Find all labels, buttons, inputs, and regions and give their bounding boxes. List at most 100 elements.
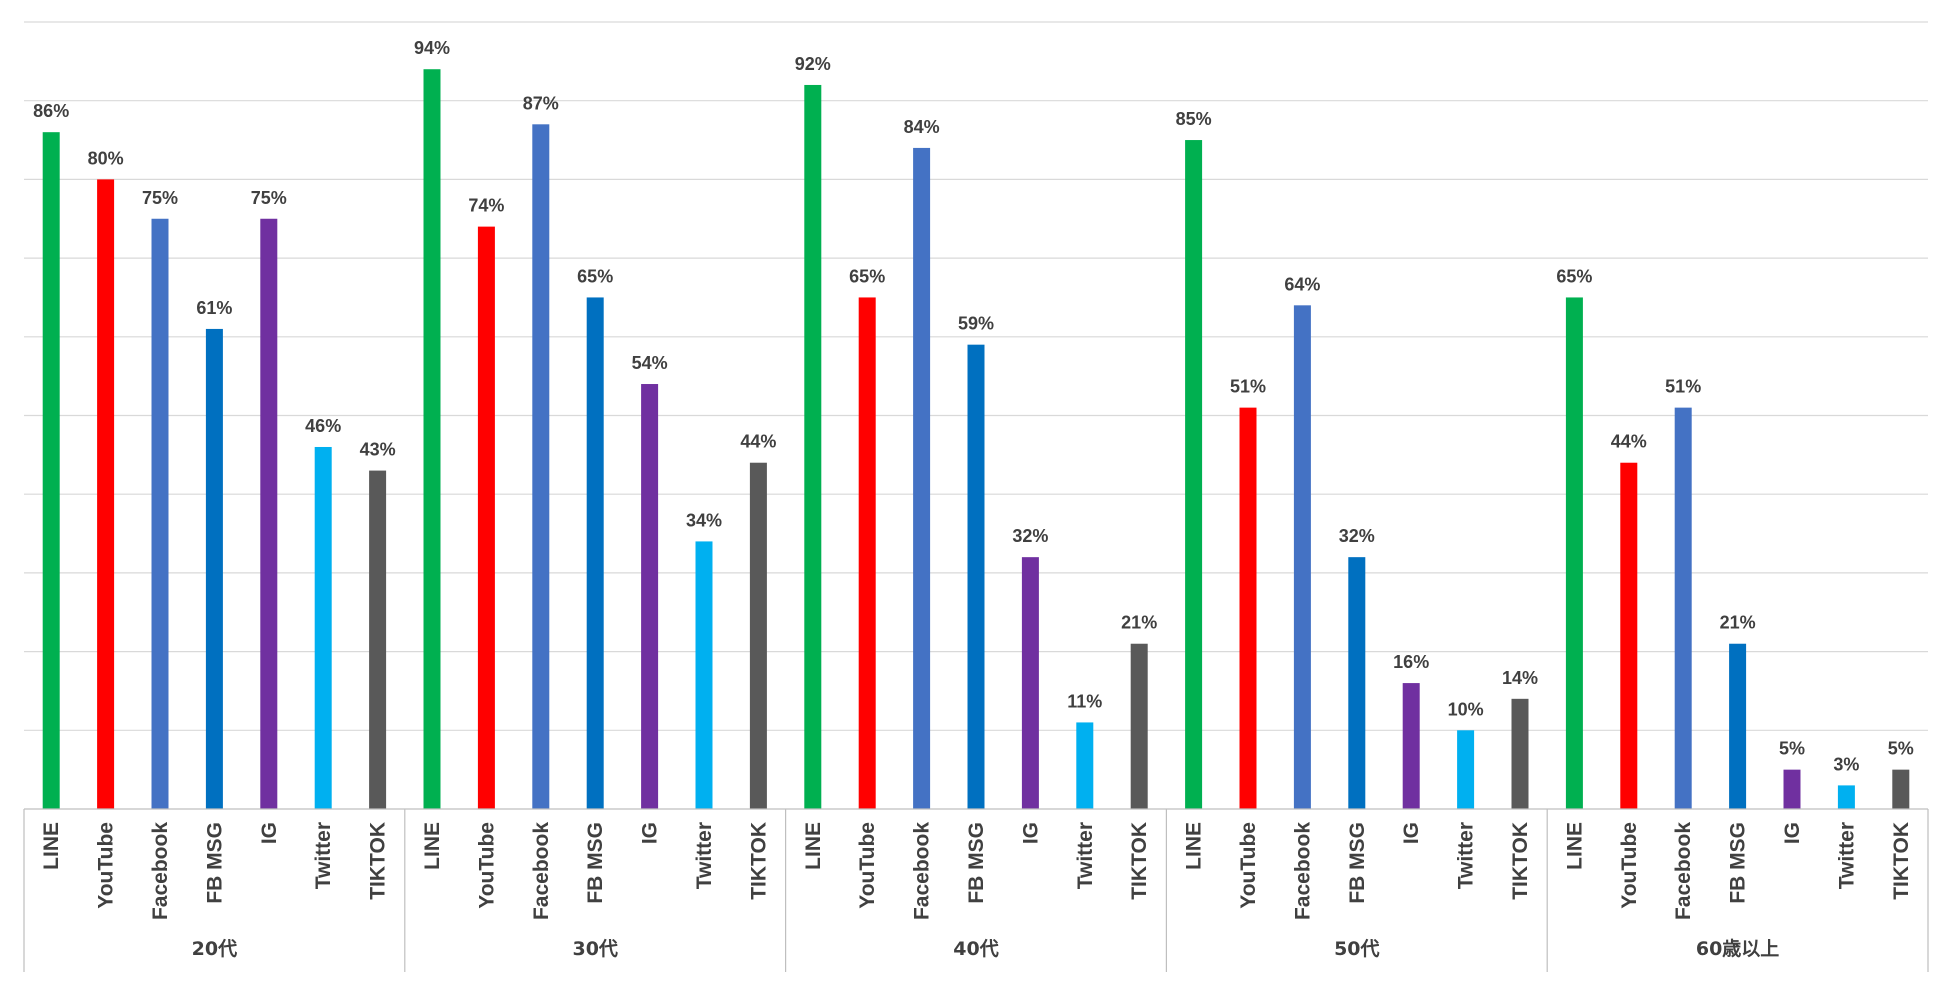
tick-label: Twitter bbox=[1074, 822, 1097, 889]
tick-label: LINE bbox=[1563, 822, 1586, 870]
bar-ig bbox=[641, 384, 659, 809]
tick-label: IG bbox=[258, 822, 281, 844]
tick-label: Twitter bbox=[1835, 822, 1858, 889]
bar-youtube bbox=[1239, 407, 1257, 809]
tick-label: Twitter bbox=[693, 822, 716, 889]
data-label: 16% bbox=[1393, 652, 1429, 672]
data-label: 32% bbox=[1339, 526, 1375, 546]
data-label: 54% bbox=[632, 353, 668, 373]
tick-label: YouTube bbox=[475, 822, 498, 909]
data-label: 65% bbox=[849, 266, 885, 286]
tick-label: Facebook bbox=[1672, 822, 1695, 920]
data-label: 3% bbox=[1833, 754, 1859, 774]
group-label: 60歳以上 bbox=[1696, 938, 1779, 960]
data-label: 92% bbox=[795, 54, 831, 74]
bar-tiktok bbox=[369, 470, 387, 809]
tick-label: LINE bbox=[40, 822, 63, 870]
bar-tiktok bbox=[1130, 643, 1148, 809]
data-label: 46% bbox=[305, 416, 341, 436]
bar-tiktok bbox=[1511, 698, 1529, 809]
group-label: 50代 bbox=[1334, 938, 1379, 960]
bar-youtube bbox=[858, 297, 876, 809]
data-label: 34% bbox=[686, 510, 722, 530]
tick-label: Twitter bbox=[1455, 822, 1478, 889]
tick-label: FB MSG bbox=[1727, 822, 1750, 904]
data-label: 5% bbox=[1888, 739, 1914, 759]
tick-label: Twitter bbox=[312, 822, 335, 889]
data-label: 75% bbox=[251, 188, 287, 208]
bar-tiktok bbox=[749, 462, 767, 809]
tick-label: Facebook bbox=[149, 822, 172, 920]
tick-label: Facebook bbox=[911, 822, 934, 920]
bar-youtube bbox=[97, 179, 115, 809]
bar-line bbox=[1185, 140, 1203, 810]
data-label: 94% bbox=[414, 38, 450, 58]
bar-facebook bbox=[1293, 305, 1311, 809]
tick-label: FB MSG bbox=[584, 822, 607, 904]
data-label: 32% bbox=[1012, 526, 1048, 546]
bar-line bbox=[804, 84, 822, 809]
bar-fb-msg bbox=[1729, 643, 1747, 809]
tick-label: IG bbox=[1400, 822, 1423, 844]
tick-label: TIKTOK bbox=[747, 822, 770, 900]
data-label: 21% bbox=[1720, 613, 1756, 633]
data-label: 74% bbox=[468, 196, 504, 216]
data-label: 11% bbox=[1067, 691, 1102, 711]
tick-label: YouTube bbox=[1237, 822, 1260, 909]
bar-ig bbox=[1021, 557, 1039, 809]
tick-label: FB MSG bbox=[1346, 822, 1369, 904]
group-label: 30代 bbox=[572, 938, 617, 960]
data-labels: 86% 80% 75% 61% 75% 46% 43% 94% 74% 87% 65% 54% 34% 4… bbox=[33, 38, 1914, 774]
data-label: 86% bbox=[33, 101, 69, 121]
bar-ig bbox=[1402, 683, 1420, 809]
tick-label: FB MSG bbox=[965, 822, 988, 904]
tick-label: Facebook bbox=[530, 822, 553, 920]
tick-label: IG bbox=[1019, 822, 1042, 844]
data-label: 51% bbox=[1665, 377, 1701, 397]
bar-fb-msg bbox=[967, 344, 985, 809]
bar-twitter bbox=[695, 541, 713, 809]
bar-twitter bbox=[314, 446, 332, 809]
bar-twitter bbox=[1076, 722, 1094, 809]
tick-label: TIKTOK bbox=[1128, 822, 1151, 900]
tick-label: IG bbox=[1781, 822, 1804, 844]
group-label: 20代 bbox=[192, 938, 237, 960]
bar-facebook bbox=[151, 218, 169, 809]
data-label: 80% bbox=[88, 148, 124, 168]
data-label: 21% bbox=[1121, 613, 1157, 633]
bar-twitter bbox=[1837, 785, 1855, 809]
bar-fb-msg bbox=[205, 328, 223, 809]
tick-label: Facebook bbox=[1291, 822, 1314, 920]
tick-label: TIKTOK bbox=[1890, 822, 1913, 900]
data-label: 51% bbox=[1230, 377, 1266, 397]
data-label: 44% bbox=[1611, 432, 1647, 452]
data-label: 14% bbox=[1502, 668, 1538, 688]
tick-label: TIKTOK bbox=[1509, 822, 1532, 900]
bar-line bbox=[1565, 297, 1583, 809]
group-label: 40代 bbox=[953, 938, 998, 960]
bar-facebook bbox=[1674, 407, 1692, 809]
tick-label: LINE bbox=[802, 822, 825, 870]
category-axis: 20代 LINE YouTube Facebook FB MSG IG Twitter TIK… bbox=[23, 808, 1929, 972]
bar-line bbox=[42, 132, 60, 809]
data-label: 65% bbox=[1556, 266, 1592, 286]
bar-fb-msg bbox=[1348, 557, 1366, 809]
tick-label: YouTube bbox=[95, 822, 118, 909]
bar-ig bbox=[260, 218, 278, 809]
data-label: 43% bbox=[360, 440, 396, 460]
data-label: 44% bbox=[740, 432, 776, 452]
tick-label: LINE bbox=[421, 822, 444, 870]
bar-line bbox=[423, 69, 441, 810]
data-label: 64% bbox=[1284, 274, 1320, 294]
tick-label: TIKTOK bbox=[367, 822, 390, 900]
data-label: 87% bbox=[523, 93, 559, 113]
bar-youtube bbox=[477, 226, 495, 809]
data-label: 84% bbox=[904, 117, 940, 137]
tick-label: LINE bbox=[1183, 822, 1206, 870]
tick-label: YouTube bbox=[1618, 822, 1641, 909]
bar-ig bbox=[1783, 769, 1801, 809]
tick-label: YouTube bbox=[856, 822, 879, 909]
data-label: 75% bbox=[142, 188, 178, 208]
